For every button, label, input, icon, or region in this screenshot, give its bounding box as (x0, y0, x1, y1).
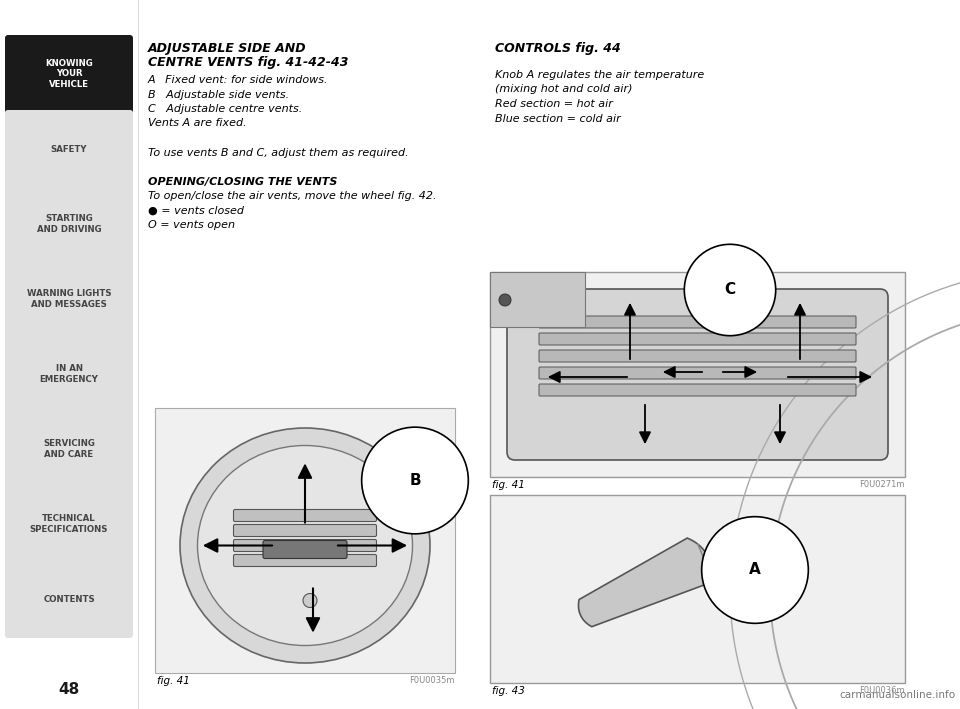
Text: Blue section = cold air: Blue section = cold air (495, 113, 621, 123)
Text: IN AN
EMERGENCY: IN AN EMERGENCY (39, 364, 99, 384)
Text: CONTROLS fig. 44: CONTROLS fig. 44 (495, 42, 621, 55)
FancyBboxPatch shape (5, 260, 133, 338)
Text: SERVICING
AND CARE: SERVICING AND CARE (43, 440, 95, 459)
Text: fig. 43: fig. 43 (492, 686, 525, 696)
Text: WARNING LIGHTS
AND MESSAGES: WARNING LIGHTS AND MESSAGES (27, 289, 111, 308)
FancyBboxPatch shape (539, 333, 856, 345)
FancyBboxPatch shape (5, 110, 133, 188)
Circle shape (499, 294, 511, 306)
FancyBboxPatch shape (233, 525, 376, 537)
Text: SAFETY: SAFETY (51, 145, 87, 154)
Text: CENTRE VENTS fig. 41-42-43: CENTRE VENTS fig. 41-42-43 (148, 56, 348, 69)
Text: B: B (409, 473, 420, 488)
Circle shape (303, 593, 317, 608)
Text: Red section = hot air: Red section = hot air (495, 99, 612, 109)
FancyBboxPatch shape (5, 410, 133, 488)
Text: O = vents open: O = vents open (148, 220, 235, 230)
Text: F0U0036m: F0U0036m (859, 686, 905, 695)
Text: A   Fixed vent: for side windows.: A Fixed vent: for side windows. (148, 75, 328, 85)
FancyBboxPatch shape (5, 185, 133, 263)
Text: A: A (749, 562, 761, 578)
Text: F0U0035m: F0U0035m (410, 676, 455, 685)
Ellipse shape (180, 428, 430, 663)
FancyBboxPatch shape (263, 540, 347, 559)
Bar (490, 272, 585, 327)
FancyBboxPatch shape (5, 335, 133, 413)
FancyBboxPatch shape (539, 350, 856, 362)
FancyBboxPatch shape (233, 510, 376, 522)
Text: To open/close the air vents, move the wheel fig. 42.: To open/close the air vents, move the wh… (148, 191, 437, 201)
Polygon shape (579, 538, 710, 627)
Text: To use vents B and C, adjust them as required.: To use vents B and C, adjust them as req… (148, 147, 409, 157)
Text: Vents A are fixed.: Vents A are fixed. (148, 118, 247, 128)
FancyBboxPatch shape (233, 540, 376, 552)
Text: TECHNICAL
SPECIFICATIONS: TECHNICAL SPECIFICATIONS (30, 514, 108, 534)
FancyBboxPatch shape (5, 485, 133, 563)
Text: STARTING
AND DRIVING: STARTING AND DRIVING (36, 214, 102, 234)
Text: OPENING/CLOSING THE VENTS: OPENING/CLOSING THE VENTS (148, 177, 337, 186)
Text: KNOWING
YOUR
VEHICLE: KNOWING YOUR VEHICLE (45, 59, 93, 89)
Bar (155, 408, 455, 673)
Text: F0U0271m: F0U0271m (859, 480, 905, 489)
FancyBboxPatch shape (539, 367, 856, 379)
Bar (490, 495, 905, 683)
Text: (mixing hot and cold air): (mixing hot and cold air) (495, 84, 633, 94)
Text: B   Adjustable side vents.: B Adjustable side vents. (148, 89, 289, 99)
FancyBboxPatch shape (5, 560, 133, 638)
FancyBboxPatch shape (539, 384, 856, 396)
Text: CONTENTS: CONTENTS (43, 595, 95, 603)
FancyBboxPatch shape (233, 554, 376, 566)
Text: 48: 48 (59, 683, 80, 698)
FancyBboxPatch shape (5, 35, 133, 113)
Text: fig. 41: fig. 41 (157, 676, 190, 686)
Text: C: C (725, 282, 735, 298)
Bar (490, 272, 905, 477)
Text: fig. 41: fig. 41 (492, 480, 525, 490)
FancyBboxPatch shape (539, 316, 856, 328)
FancyBboxPatch shape (507, 289, 888, 460)
Text: ADJUSTABLE SIDE AND: ADJUSTABLE SIDE AND (148, 42, 306, 55)
Text: carmanualsonline.info: carmanualsonline.info (839, 690, 955, 700)
Text: C   Adjustable centre vents.: C Adjustable centre vents. (148, 104, 302, 114)
Ellipse shape (198, 445, 413, 645)
Text: Knob A regulates the air temperature: Knob A regulates the air temperature (495, 70, 705, 80)
Text: ● = vents closed: ● = vents closed (148, 206, 244, 216)
